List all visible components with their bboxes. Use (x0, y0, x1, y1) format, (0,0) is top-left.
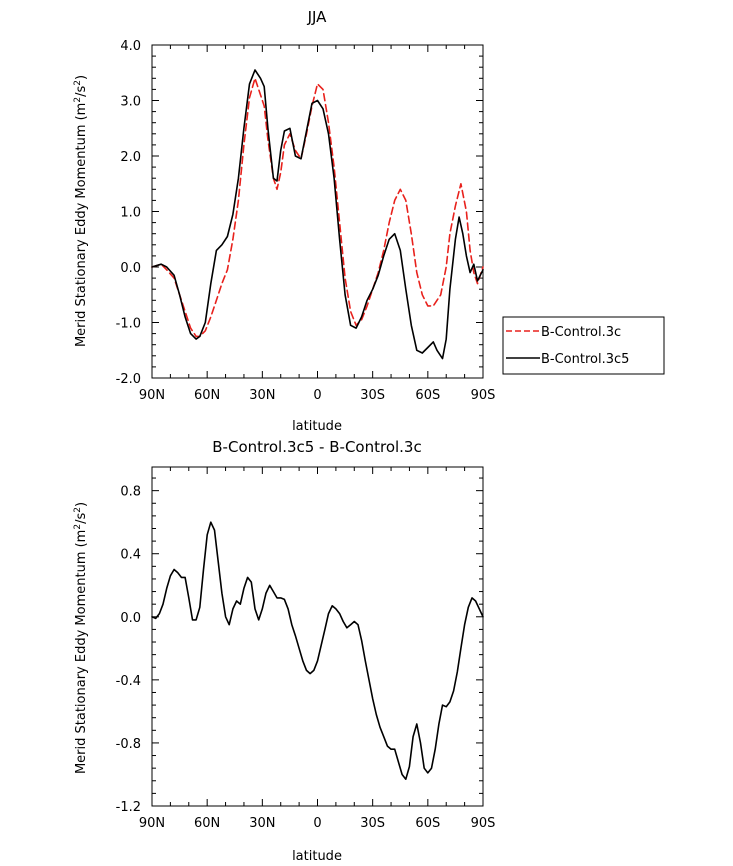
bottom-x-tick-label: 30S (360, 816, 385, 831)
top-series-line-b-control-3c5 (151, 69, 484, 360)
bottom-y-axis-title-mid: /s (74, 513, 89, 524)
bottom-x-tick-label: 90N (139, 816, 165, 831)
bottom-series-line-difference (151, 521, 484, 780)
legend-label-b-control-3c5: B-Control.3c5 (541, 352, 629, 367)
bottom-y-tick-label: -1.2 (116, 800, 141, 815)
legend: B-Control.3c B-Control.3c5 (502, 316, 665, 375)
bottom-x-tick-label: 60N (194, 816, 220, 831)
top-y-tick-label: -1.0 (116, 317, 141, 332)
top-y-tick-label: 1.0 (120, 206, 141, 221)
top-y-axis-title-sup: 2 (73, 97, 83, 103)
top-y-tick-label: -2.0 (116, 372, 141, 387)
top-y-tick-label: 3.0 (120, 95, 141, 110)
top-x-tick-label: 0 (313, 388, 321, 403)
bottom-y-axis-title-sup2: 2 (73, 507, 83, 513)
bottom-y-axis-title-sup: 2 (73, 524, 83, 530)
bottom-chart-title: B-Control.3c5 - B-Control.3c (212, 438, 421, 456)
bottom-chart: B-Control.3c5 - B-Control.3c 90N 60N 30N 0 3… (73, 438, 495, 864)
bottom-x-tick-label: 0 (313, 816, 321, 831)
bottom-y-axis-title-end: ) (74, 502, 89, 507)
top-y-tick-label: 0.0 (120, 261, 141, 276)
bottom-x-axis-title: latitude (292, 849, 342, 864)
top-plot-frame (151, 44, 484, 379)
bottom-x-tick-label: 60S (415, 816, 440, 831)
top-y-axis-title-main: Merid Stationary Eddy Momentum (m (74, 103, 89, 347)
top-plot-area: 90N 60N 30N 0 30S 60S 90S -2.0 -1.0 0.0 1.0 2.0 3.0 4… (116, 39, 496, 403)
top-x-tick-label: 90S (471, 388, 496, 403)
bottom-y-tick-label: 0.0 (120, 611, 141, 626)
top-x-tick-label: 90N (139, 388, 165, 403)
top-x-tick-label: 30N (249, 388, 275, 403)
bottom-y-axis-title: Merid Stationary Eddy Momentum (m2/s2) (73, 502, 89, 774)
top-y-axis-title-sup2: 2 (73, 80, 83, 86)
top-x-tick-label: 60S (415, 388, 440, 403)
top-y-tick-label: 4.0 (120, 39, 141, 54)
top-x-tick-label: 60N (194, 388, 220, 403)
top-x-tick-label: 30S (360, 388, 385, 403)
top-x-axis-title: latitude (292, 419, 342, 434)
top-chart: JJA 90N 60N 30N 0 30S 60S 90S -2.0 -1.0 0.0 1.0 2.0… (73, 8, 495, 434)
bottom-y-axis-title-main: Merid Stationary Eddy Momentum (m (74, 530, 89, 774)
bottom-y-tick-label: 0.4 (120, 548, 141, 563)
legend-box (502, 316, 665, 375)
top-y-axis-title-end: ) (74, 75, 89, 80)
bottom-x-tick-label: 90S (471, 816, 496, 831)
top-y-axis-title: Merid Stationary Eddy Momentum (m2/s2) (73, 75, 89, 347)
bottom-y-tick-label: -0.8 (116, 737, 141, 752)
top-y-axis-title-mid: /s (74, 86, 89, 97)
bottom-y-tick-label: -0.4 (116, 674, 141, 689)
bottom-plot-area: 90N 60N 30N 0 30S 60S 90S -1.2 -0.8 -0.4 0.0 0.4 0.8 (116, 466, 496, 831)
top-chart-title: JJA (307, 8, 328, 26)
top-y-tick-label: 2.0 (120, 150, 141, 165)
bottom-y-tick-label: 0.8 (120, 485, 141, 500)
bottom-x-tick-label: 30N (249, 816, 275, 831)
legend-label-b-control-3c: B-Control.3c (541, 325, 621, 340)
top-series-line-b-control-3c (151, 77, 484, 338)
